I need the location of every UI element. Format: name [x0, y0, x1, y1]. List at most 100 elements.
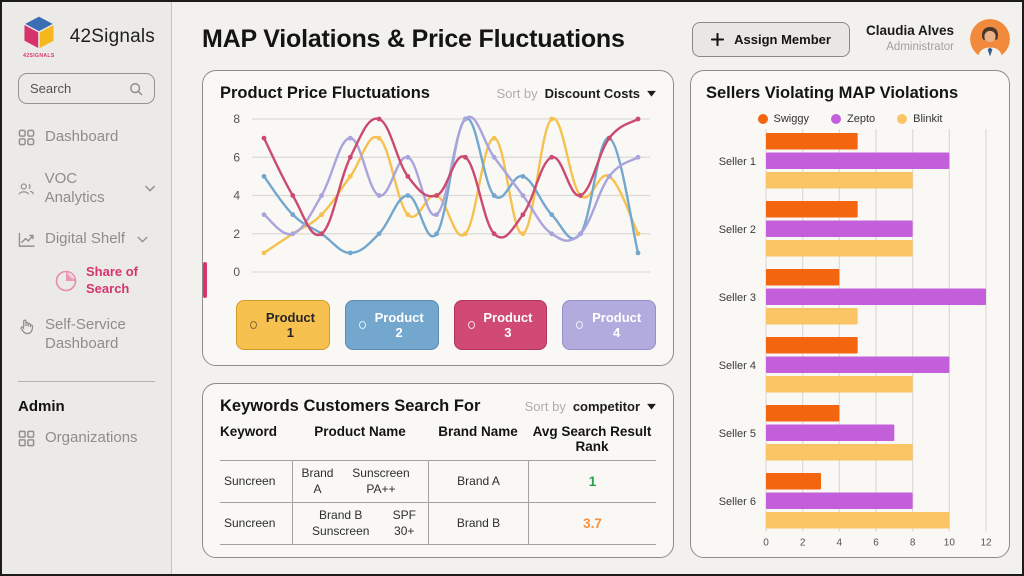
- sidebar-item-label: Self-Service Dashboard: [45, 315, 126, 352]
- sidebar-item-self-service-dashboard[interactable]: Self-Service Dashboard: [18, 316, 155, 354]
- sidebar-item-label: Dashboard: [45, 128, 119, 145]
- logo: 42SIGNALS: [18, 14, 60, 59]
- legend-button-label: Product 3: [483, 310, 533, 340]
- legend-button-product-4[interactable]: Product 4: [562, 300, 656, 350]
- dashboard-grid-icon: [18, 129, 35, 146]
- active-indicator: [203, 262, 207, 298]
- table-header-row: Keyword Product Name Brand Name Avg Sear…: [220, 424, 656, 460]
- legend-button-product-2[interactable]: Product 2: [344, 300, 439, 350]
- sidebar-item-label: Share of Search: [86, 264, 139, 296]
- page-title: MAP Violations & Price Fluctuations: [202, 24, 625, 53]
- table-cell: Brand B: [428, 503, 528, 545]
- legend-item-zepto: Zepto: [830, 113, 875, 125]
- svg-text:Seller 5: Seller 5: [719, 428, 756, 440]
- svg-text:6: 6: [233, 150, 240, 164]
- svg-text:2: 2: [800, 538, 806, 549]
- legend-button-product-3[interactable]: Product 3: [453, 300, 548, 350]
- sidebar-search[interactable]: [18, 73, 155, 104]
- column-header: Brand Name: [438, 424, 518, 439]
- svg-text:Seller 6: Seller 6: [719, 496, 756, 508]
- sidebar-item-label: Digital Shelf: [45, 230, 126, 248]
- legend-button-label: Product 2: [374, 310, 424, 340]
- sidebar-divider: [18, 381, 155, 383]
- line-chart: 8 6 4 2 0: [220, 109, 656, 292]
- sidebar-item-share-of-search[interactable]: Share of Search: [54, 262, 207, 298]
- legend-ring-icon: [467, 321, 475, 329]
- caret-down-icon: [647, 90, 656, 97]
- sidebar-item-organizations[interactable]: Organizations: [18, 429, 155, 448]
- user-info: Claudia Alves Administrator: [866, 23, 954, 54]
- assign-member-button[interactable]: Assign Member: [692, 21, 850, 57]
- sort-by-dropdown-price[interactable]: Sort by Discount Costs: [496, 86, 656, 101]
- svg-text:Seller 2: Seller 2: [719, 224, 756, 236]
- card-title: Product Price Fluctuations: [220, 84, 430, 102]
- chevron-down-icon: [145, 185, 155, 192]
- price-fluctuations-card: Product Price Fluctuations Sort by Disco…: [202, 70, 674, 366]
- trend-chart-icon: [18, 232, 35, 247]
- table-cell: Brand A: [428, 461, 528, 503]
- legend-label: Blinkit: [913, 113, 943, 125]
- organizations-grid-icon: [18, 430, 35, 447]
- brand-header: 42SIGNALS 42Signals: [18, 14, 155, 59]
- people-icon: [18, 182, 34, 195]
- svg-text:Seller 3: Seller 3: [719, 292, 756, 304]
- table-cell: Suncreen: [224, 473, 276, 488]
- caret-down-icon: [647, 403, 656, 410]
- card-title: Keywords Customers Search For: [220, 397, 481, 415]
- table-body: Suncreen Brand A Sunscreen PA++ Brand A 1 Sun…: [220, 460, 656, 546]
- legend-dot-icon: [830, 114, 841, 124]
- keywords-card: Keywords Customers Search For Sort by co…: [202, 383, 674, 558]
- svg-text:10: 10: [944, 538, 956, 549]
- legend-ring-icon: [576, 321, 584, 329]
- svg-text:0: 0: [763, 538, 769, 549]
- legend-button-label: Product 4: [592, 310, 642, 340]
- legend-label: Swiggy: [773, 113, 809, 125]
- svg-text:2: 2: [233, 227, 240, 241]
- sidebar-item-label: Organizations: [45, 429, 138, 447]
- sidebar-item-label: VOC Analytics: [44, 169, 105, 206]
- legend-button-label: Product 1: [265, 310, 315, 340]
- bar-chart-legend: Swiggy Zepto Blinkit: [706, 113, 994, 125]
- svg-text:4: 4: [837, 538, 843, 549]
- avatar-image: [970, 19, 1010, 59]
- legend-ring-icon: [358, 321, 366, 329]
- svg-text:8: 8: [233, 112, 240, 126]
- table-cell: 1: [528, 461, 656, 503]
- sidebar-item-digital-shelf[interactable]: Digital Shelf: [18, 230, 155, 249]
- column-header: Keyword: [220, 424, 278, 439]
- sidebar-item-dashboard[interactable]: Dashboard: [18, 128, 155, 147]
- pie-chart-icon: [55, 270, 77, 292]
- table-cell: Suncreen: [224, 515, 276, 530]
- svg-text:6: 6: [873, 538, 879, 549]
- search-input[interactable]: [30, 81, 116, 96]
- legend-item-swiggy: Swiggy: [757, 113, 809, 125]
- table-cell: Brand A Sunscreen PA++: [292, 461, 428, 503]
- legend-button-product-1[interactable]: Product 1: [236, 300, 330, 350]
- legend-dot-icon: [757, 114, 768, 124]
- sidebar-section-admin: Admin: [18, 398, 65, 416]
- chevron-down-icon: [137, 236, 148, 243]
- legend-ring-icon: [250, 321, 258, 329]
- sidebar: 42SIGNALS 42Signals Dashboard: [2, 2, 207, 574]
- sidebar-item-voc-analytics[interactable]: VOC Analytics: [18, 170, 155, 208]
- avatar[interactable]: [970, 19, 1010, 59]
- table-cell: Brand B Sunscreen SPF 30+: [292, 503, 428, 545]
- user-role: Administrator: [886, 41, 954, 54]
- main-area: MAP Violations & Price Fluctuations Assi…: [172, 2, 1022, 574]
- svg-text:Seller 1: Seller 1: [719, 156, 756, 168]
- search-icon: [130, 82, 143, 95]
- self-service-hand-icon: [20, 319, 34, 334]
- keywords-table: Keyword Product Name Brand Name Avg Sear…: [220, 424, 656, 546]
- sellers-violations-card: Sellers Violating MAP Violations Swiggy Z…: [690, 70, 1010, 558]
- bar-chart: 0 2 4 6 8 10 12 Seller 1 Seller 2 Seller 3 Seller …: [706, 127, 994, 556]
- logo-cube-icon: [22, 15, 56, 51]
- column-header: Product Name: [314, 424, 406, 439]
- svg-text:12: 12: [980, 538, 992, 549]
- logo-wordmark-small: 42SIGNALS: [23, 53, 55, 59]
- card-title: Sellers Violating MAP Violations: [706, 84, 959, 102]
- sort-by-dropdown-keywords[interactable]: Sort by competitor: [525, 399, 656, 414]
- svg-text:0: 0: [233, 265, 240, 279]
- svg-text:8: 8: [910, 538, 916, 549]
- legend-buttons-row: Product 1 Product 2 Product 3 Product 4: [236, 300, 656, 350]
